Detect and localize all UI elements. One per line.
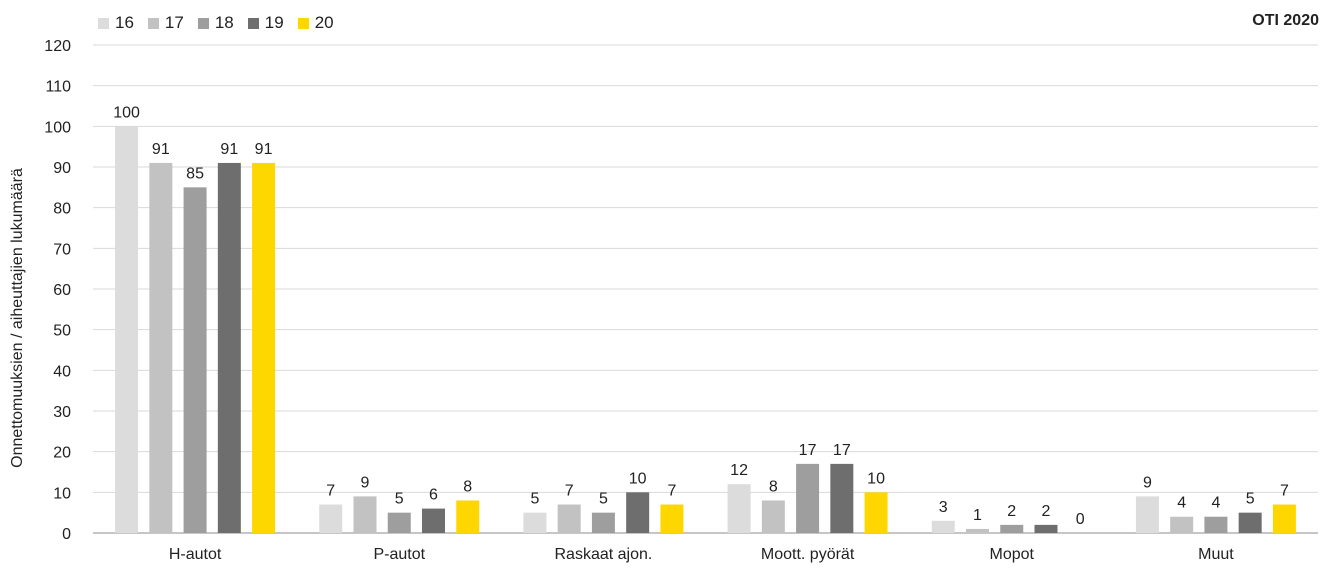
data-label: 7 <box>667 483 676 500</box>
y-tick-label: 30 <box>53 404 71 421</box>
data-label: 5 <box>395 491 404 508</box>
bar <box>1034 524 1058 533</box>
data-label: 17 <box>833 442 851 459</box>
legend-item: 16 <box>98 13 134 33</box>
data-label: 3 <box>939 499 948 516</box>
bar <box>353 496 377 533</box>
brand-label: OTI 2020 <box>1252 12 1319 29</box>
bar <box>387 512 411 533</box>
legend-swatch <box>98 17 109 29</box>
bar <box>319 504 343 533</box>
bar <box>966 528 989 533</box>
data-label: 2 <box>1042 503 1051 520</box>
bar <box>149 162 173 533</box>
bar <box>761 500 785 533</box>
bar <box>183 187 207 534</box>
data-label: 85 <box>186 165 204 182</box>
data-label: 10 <box>867 470 885 487</box>
data-label: 7 <box>1280 483 1289 500</box>
data-label: 7 <box>565 483 574 500</box>
data-label: 8 <box>463 478 472 495</box>
legend-swatch <box>147 17 159 29</box>
bar <box>591 512 615 533</box>
bar <box>422 508 445 533</box>
bar <box>456 500 480 533</box>
y-tick-label: 70 <box>53 241 71 258</box>
data-label: 9 <box>1143 474 1152 491</box>
legend-label: 18 <box>214 13 234 32</box>
bar <box>217 162 241 533</box>
data-label: 9 <box>361 474 370 491</box>
bar <box>931 520 955 533</box>
data-label: 4 <box>1177 495 1186 512</box>
bar <box>1170 516 1194 533</box>
legend-swatch <box>247 17 259 29</box>
data-label: 6 <box>429 487 438 504</box>
bar <box>796 463 820 533</box>
data-label: 5 <box>1246 491 1255 508</box>
bar <box>1000 524 1024 533</box>
x-tick-label: P-autot <box>373 546 425 563</box>
x-tick-label: Moott. pyörät <box>761 546 855 563</box>
data-label: 5 <box>530 491 539 508</box>
y-tick-label: 80 <box>53 201 71 218</box>
legend-item: 17 <box>147 13 184 33</box>
data-label: 7 <box>326 483 335 500</box>
data-label: 5 <box>599 491 608 508</box>
x-tick-label: Mopot <box>990 546 1035 563</box>
y-tick-label: 60 <box>53 282 71 299</box>
bar <box>252 162 276 533</box>
bar <box>830 463 854 533</box>
y-tick-label: 110 <box>45 79 71 96</box>
legend-label: 16 <box>115 13 134 32</box>
data-label: 4 <box>1211 495 1220 512</box>
y-tick-label: 10 <box>53 485 71 502</box>
legend-item: 20 <box>297 13 334 33</box>
chart-legend: 16 17 18 19 20 <box>98 13 334 33</box>
data-label: 91 <box>255 141 273 158</box>
data-label: 0 <box>1076 511 1085 528</box>
data-label: 91 <box>152 141 170 158</box>
bar <box>115 126 139 533</box>
x-tick-label: Raskaat ajon. <box>554 546 652 563</box>
bar <box>727 484 751 533</box>
data-label: 100 <box>113 104 140 121</box>
y-tick-label: 100 <box>44 119 71 136</box>
bar <box>1238 512 1262 533</box>
data-label: 91 <box>220 141 238 158</box>
y-tick-label: 0 <box>62 526 71 543</box>
legend-label: 20 <box>314 13 334 32</box>
legend-label: 19 <box>264 13 284 32</box>
data-label: 12 <box>730 462 748 479</box>
bar <box>1135 496 1159 533</box>
bar <box>626 492 650 533</box>
bar <box>557 504 581 533</box>
bar <box>523 512 547 533</box>
legend-item: 19 <box>247 13 284 33</box>
x-tick-label: H-autot <box>169 546 222 563</box>
legend-label: 17 <box>164 13 184 32</box>
legend-swatch <box>197 17 209 29</box>
y-tick-label: 90 <box>53 160 71 177</box>
data-label: 2 <box>1007 503 1016 520</box>
legend-swatch <box>297 17 309 29</box>
data-label: 10 <box>629 470 647 487</box>
bar <box>1272 504 1296 533</box>
x-tick-label: Muut <box>1198 546 1234 563</box>
bar <box>864 492 888 533</box>
y-tick-label: 40 <box>53 363 71 380</box>
y-tick-label: 50 <box>53 323 71 340</box>
y-tick-label: 120 <box>44 38 71 55</box>
data-label: 8 <box>769 478 778 495</box>
data-label: 17 <box>799 442 817 459</box>
bar <box>1204 516 1228 533</box>
bar <box>660 504 684 533</box>
legend-item: 18 <box>197 13 234 33</box>
data-label: 1 <box>973 507 982 524</box>
y-tick-label: 20 <box>53 445 71 462</box>
